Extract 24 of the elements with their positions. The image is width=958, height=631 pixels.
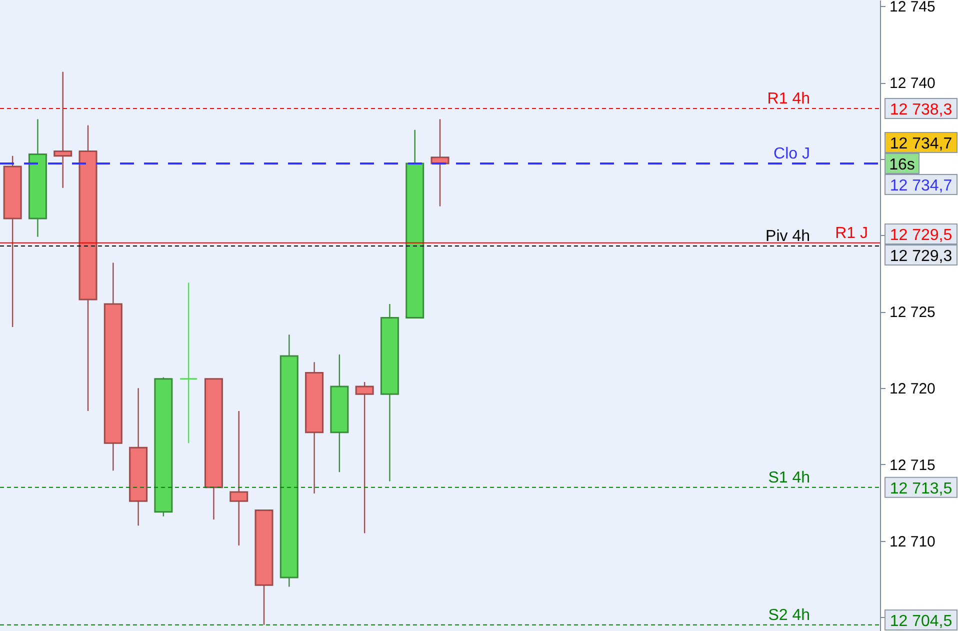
candlestick [179, 282, 198, 444]
y-tick-label: 12 720 [890, 380, 936, 398]
y-tick-label: 12 710 [890, 533, 936, 550]
ref-line-label: Piv 4h [766, 228, 810, 245]
candlestick [54, 71, 72, 189]
ref-line-label: S1 4h [768, 469, 810, 486]
y-tick-label: 12 715 [890, 456, 936, 474]
text: 12 704,5 [890, 613, 952, 630]
ref-line-label: R1 4h [767, 90, 810, 108]
y-tick-label: 12 725 [890, 304, 936, 322]
text: 12 734,7 [890, 177, 952, 194]
text: 12 729,5 [890, 226, 952, 244]
y-tick-label: 12 745 [890, 0, 936, 16]
y-tick-label: 12 740 [890, 75, 936, 92]
text: 12 734,7 [890, 135, 952, 152]
text: 12 729,3 [890, 248, 952, 265]
text: 12 738,3 [890, 101, 952, 118]
ref-line-label: S2 4h [768, 606, 810, 624]
candlestick [230, 410, 248, 546]
ref-line-label: R1 J [835, 224, 868, 242]
candlestick [355, 381, 374, 534]
text: 12 713,5 [890, 480, 952, 498]
ref-line-label: Clo J [774, 145, 810, 162]
text: 16s [889, 156, 915, 174]
